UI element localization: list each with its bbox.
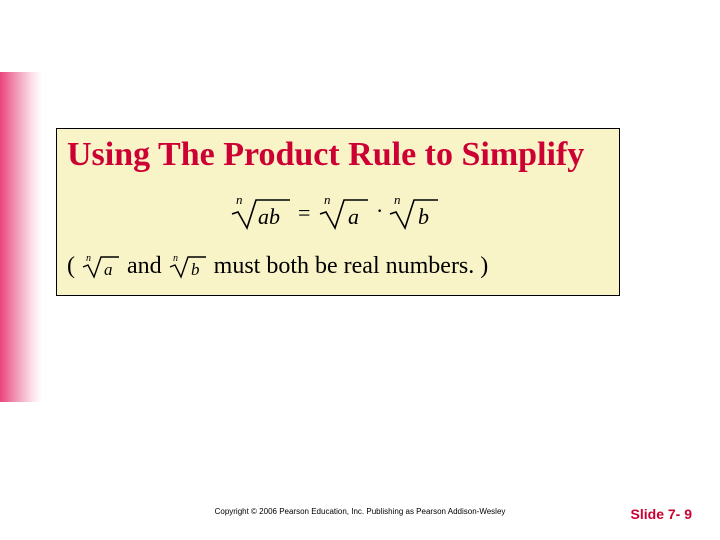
svg-text:b: b bbox=[191, 260, 200, 279]
condition-text: must both be real numbers. ) bbox=[214, 253, 489, 280]
svg-text:n: n bbox=[86, 253, 91, 264]
svg-text:ab: ab bbox=[258, 204, 280, 229]
copyright-text: Copyright © 2006 Pearson Education, Inc.… bbox=[0, 507, 720, 516]
svg-text:n: n bbox=[236, 192, 243, 207]
slide-number: Slide 7- 9 bbox=[631, 506, 692, 522]
formula-row: n ab = n a · n b bbox=[57, 178, 619, 251]
accent-strip bbox=[0, 72, 42, 402]
paren-open: ( bbox=[67, 253, 75, 280]
content-box: Using The Product Rule to Simplify n ab … bbox=[56, 128, 620, 296]
svg-text:a: a bbox=[104, 260, 113, 279]
and-text: and bbox=[127, 253, 162, 280]
svg-text:n: n bbox=[173, 253, 178, 264]
svg-text:·: · bbox=[376, 198, 383, 223]
svg-text:n: n bbox=[324, 192, 331, 207]
svg-text:=: = bbox=[298, 200, 310, 225]
product-rule-formula: n ab = n a · n b bbox=[228, 190, 448, 236]
radical-a-icon: n a bbox=[81, 251, 121, 281]
svg-text:a: a bbox=[348, 204, 359, 229]
condition-row: ( n a and n b must both be real numbers.… bbox=[57, 251, 619, 295]
svg-text:b: b bbox=[418, 204, 429, 229]
radical-b-icon: n b bbox=[168, 251, 208, 281]
svg-text:n: n bbox=[394, 192, 401, 207]
slide-title: Using The Product Rule to Simplify bbox=[57, 129, 619, 178]
